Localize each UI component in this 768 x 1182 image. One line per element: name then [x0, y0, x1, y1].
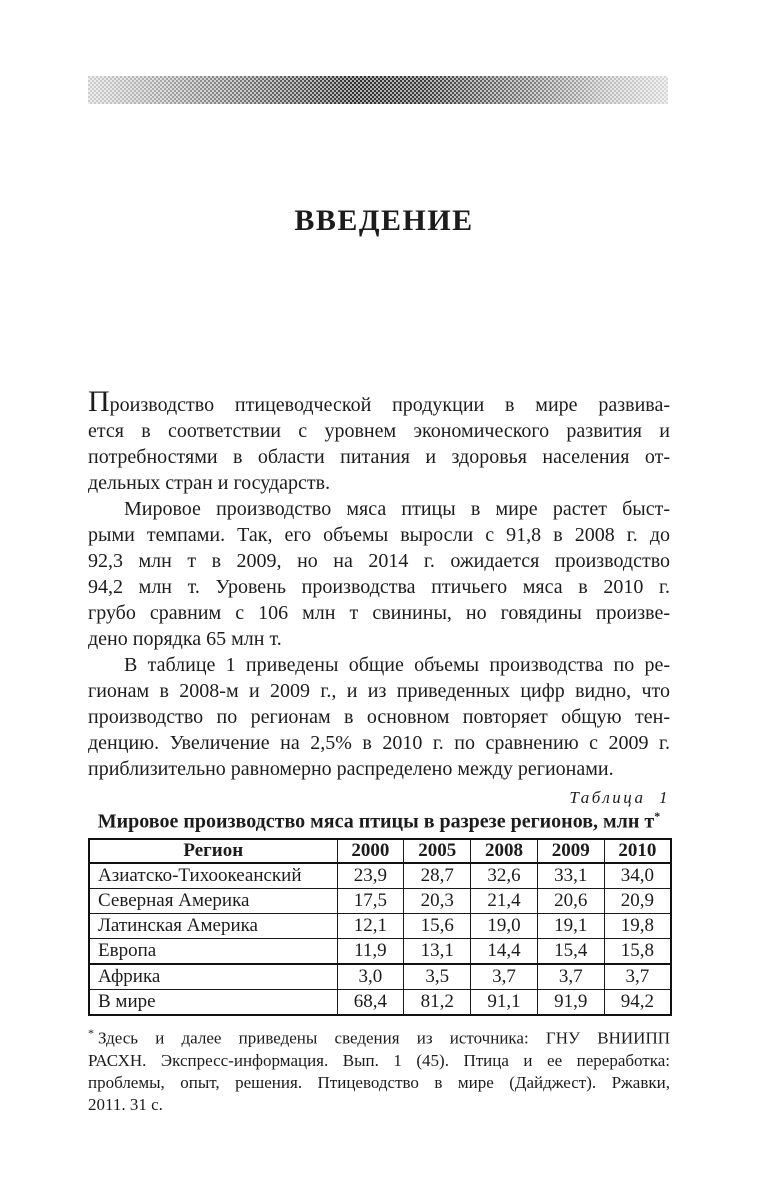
value-cell: 94,2	[603, 989, 672, 1016]
body-text: Производство птицеводческой продукции в …	[88, 387, 670, 782]
table-row: Северная Америка 17,5 20,3 21,4 20,6 20,9	[88, 888, 672, 914]
text-line: грубо сравним с 106 млн т свинины, но го…	[88, 602, 670, 624]
column-header: 2009	[536, 838, 605, 864]
value-cell: 81,2	[403, 989, 472, 1016]
value-cell: 19,1	[536, 913, 605, 939]
table-header: Регион 2000 2005 2008 2009 2010	[88, 838, 672, 864]
table-row: Европа 11,9 13,1 14,4 15,4 15,8	[88, 938, 672, 965]
region-cell: Африка	[88, 963, 338, 990]
region-cell: Азиатско-Тихоокеанский	[88, 862, 338, 889]
text-line: 92,3 млн т в 2009, но на 2014 г. ожидает…	[88, 550, 670, 572]
text-line: проблемы, опыт, решения. Птицеводство в …	[88, 1072, 670, 1092]
text-line: денцию. Увеличение на 2,5% в 2010 г. по …	[88, 732, 670, 754]
value-cell: 19,0	[470, 913, 538, 939]
production-table: Регион 2000 2005 2008 2009 2010 Азиатско-Тихо…	[88, 838, 672, 1016]
value-cell: 21,4	[470, 888, 538, 914]
text-line: 94,2 млн т. Уровень производства птичьег…	[88, 576, 670, 598]
value-cell: 20,3	[403, 888, 472, 914]
value-cell: 23,9	[336, 862, 405, 889]
intro-first-line: Производство птицеводческой продукции в …	[88, 387, 670, 418]
value-cell: 91,1	[470, 989, 538, 1016]
value-cell: 3,7	[470, 963, 538, 990]
column-header: 2005	[403, 838, 472, 864]
text-line: дельных стран и государств.	[88, 472, 331, 494]
value-cell: 91,9	[536, 989, 605, 1016]
value-cell: 3,0	[336, 963, 405, 990]
region-cell: В мире	[88, 989, 338, 1016]
value-cell: 17,5	[336, 888, 405, 914]
column-header: 2008	[470, 838, 538, 864]
text-line: Мировое производство мяса птицы в мире р…	[124, 498, 670, 520]
text-line: 2011. 31 с.	[88, 1094, 163, 1114]
text-line: производство по регионам в основном повт…	[88, 706, 670, 728]
value-cell: 15,6	[403, 913, 472, 939]
value-cell: 34,0	[603, 862, 672, 889]
intro-lines: ется в соответствии с уровнем экономичес…	[88, 418, 670, 496]
value-cell: 15,4	[536, 938, 605, 965]
value-cell: 32,6	[470, 862, 538, 889]
table-title: Мировое производство мяса птицы в разрез…	[88, 809, 670, 834]
text-line: В таблице 1 приведены общие объемы произ…	[124, 654, 670, 676]
text-line: потребностями в области питания и здоров…	[88, 446, 670, 468]
column-header: 2010	[603, 838, 672, 864]
value-cell: 3,7	[536, 963, 605, 990]
table-body: Азиатско-Тихоокеанский 23,9 28,7 32,6 33,1 34…	[88, 862, 672, 1016]
paragraph-2: Мировое производство мяса птицы в мире р…	[88, 496, 670, 652]
footnote-marker: *	[88, 1026, 94, 1040]
value-cell: 68,4	[336, 989, 405, 1016]
value-cell: 33,1	[536, 862, 605, 889]
value-cell: 19,8	[603, 913, 672, 939]
text-line: ется в соответствии с уровнем экономичес…	[88, 420, 670, 442]
intro-paragraph: Производство птицеводческой продукции в …	[88, 387, 670, 496]
table-label: Таблица 1	[569, 788, 670, 807]
table-header-row: Регион 2000 2005 2008 2009 2010	[88, 838, 672, 864]
region-cell: Европа	[88, 938, 338, 965]
footnote: * Здесь и далее приведены сведения из ист…	[88, 1022, 670, 1116]
raised-initial-cap: П	[88, 385, 110, 418]
column-header: 2000	[336, 838, 405, 864]
table-row: В мире 68,4 81,2 91,1 91,9 94,2	[88, 989, 672, 1016]
value-cell: 11,9	[336, 938, 405, 965]
region-cell: Латинская Америка	[88, 913, 338, 939]
value-cell: 14,4	[470, 938, 538, 965]
footnote-line: * Здесь и далее приведены сведения из ист…	[88, 1022, 670, 1050]
footnote-first-line-text: Здесь и далее приведены сведения из исто…	[98, 1028, 670, 1048]
footnote-asterisk: *	[654, 809, 661, 823]
table-row: Латинская Америка 12,1 15,6 19,0 19,1 19,8	[88, 913, 672, 939]
region-cell: Северная Америка	[88, 888, 338, 914]
text-line: рыми темпами. Так, его объемы выросли с …	[88, 524, 670, 546]
chapter-title: ВВЕДЕНИЕ	[294, 204, 474, 237]
value-cell: 13,1	[403, 938, 472, 965]
text-line: РАСХН. Экспресс-информация. Вып. 1 (45).…	[88, 1050, 670, 1070]
text-line: гионам в 2008-м и 2009 г., и из приведен…	[88, 680, 670, 702]
table-title-text: Мировое производство мяса птицы в разрез…	[97, 810, 655, 833]
text-line: приблизительно равномерно распределено м…	[88, 758, 614, 780]
table-row: Африка 3,0 3,5 3,7 3,7 3,7	[88, 963, 672, 990]
value-cell: 28,7	[403, 862, 472, 889]
value-cell: 15,8	[603, 938, 672, 965]
text-line: дено порядка 65 млн т.	[88, 628, 282, 650]
halftone-gradient-banner	[88, 76, 668, 104]
column-header: Регион	[88, 838, 338, 864]
intro-first-line-text: роизводство птицеводческой продукции в м…	[109, 394, 670, 416]
value-cell: 3,5	[403, 963, 472, 990]
footnote-lines: РАСХН. Экспресс-информация. Вып. 1 (45).…	[88, 1050, 670, 1116]
value-cell: 20,9	[603, 888, 672, 914]
value-cell: 20,6	[536, 888, 605, 914]
table-row: Азиатско-Тихоокеанский 23,9 28,7 32,6 33,1 34…	[88, 862, 672, 889]
paragraph-3: В таблице 1 приведены общие объемы произ…	[88, 652, 670, 782]
value-cell: 12,1	[336, 913, 405, 939]
value-cell: 3,7	[603, 963, 672, 990]
